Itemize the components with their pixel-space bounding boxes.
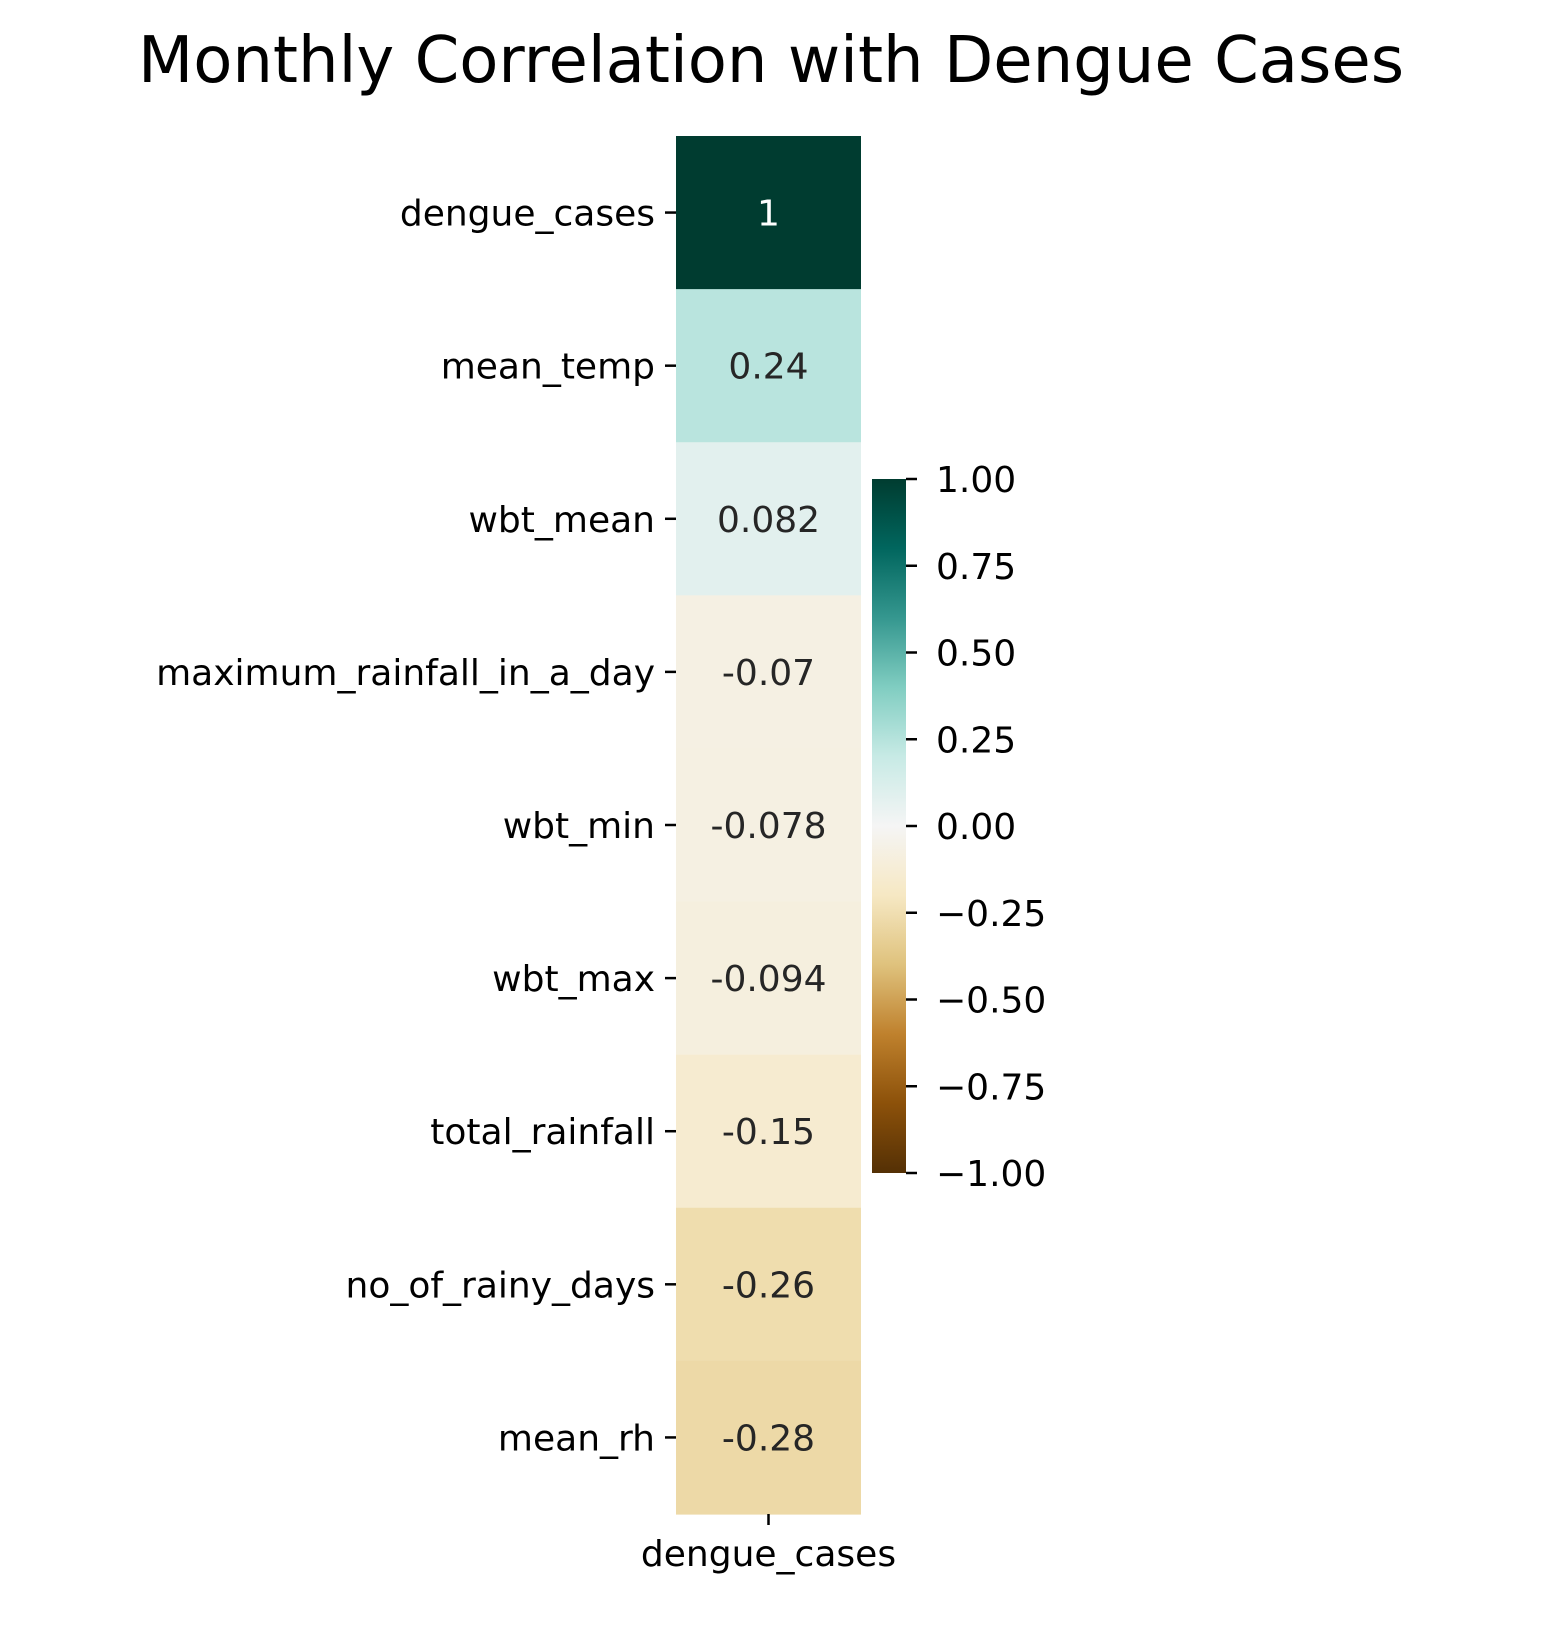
- y-tick-label: wbt_min: [503, 806, 655, 847]
- y-tick-label: maximum_rainfall_in_a_day: [156, 653, 655, 694]
- heatmap-cell: [676, 1207, 861, 1362]
- cell-annotation: -0.07: [722, 653, 815, 694]
- colorbar-tick-label: −0.75: [936, 1067, 1046, 1108]
- colorbar-tick-label: 0.50: [936, 634, 1016, 675]
- heatmap-cell: [676, 289, 861, 443]
- cell-annotation: 0.24: [728, 347, 808, 388]
- colorbar-tick-label: 0.00: [936, 807, 1016, 848]
- y-tick-label: mean_temp: [441, 347, 655, 388]
- heatmap-cell: [676, 1054, 861, 1209]
- heatmap-cell: [676, 136, 861, 290]
- chart-title: Monthly Correlation with Dengue Cases: [138, 24, 1404, 98]
- cell-annotation: -0.28: [722, 1418, 815, 1459]
- colorbar-gradient: [872, 479, 906, 1173]
- cell-annotation: -0.078: [710, 806, 826, 847]
- heatmap-cell: [676, 901, 861, 1056]
- colorbar-tick-label: −0.25: [936, 894, 1046, 935]
- y-tick-label: wbt_max: [492, 959, 655, 1000]
- heatmap-cell: [676, 748, 861, 903]
- heatmap-cell: [676, 595, 861, 750]
- colorbar-tick-label: 0.25: [936, 720, 1016, 761]
- colorbar: 1.00 0.75 0.50 0.25 0.00 −0.25 −0.50 −0.75 −1.00: [872, 460, 1046, 1195]
- heatmap-annotations: 1 0.24 0.082 -0.07 -0.078 -0.094 -0.15 -0.26 -0.…: [710, 194, 826, 1460]
- x-tick-label: dengue_cases: [641, 1534, 896, 1575]
- y-tick-label: dengue_cases: [400, 194, 655, 235]
- colorbar-tick-label: −1.00: [936, 1154, 1046, 1195]
- y-tick-label: no_of_rainy_days: [346, 1265, 656, 1306]
- heatmap-cells: [676, 136, 861, 1515]
- heatmap-cell: [676, 442, 861, 596]
- y-tick-label: total_rainfall: [430, 1112, 655, 1153]
- heatmap-cell: [676, 1360, 861, 1515]
- cell-annotation: -0.094: [710, 959, 826, 1000]
- y-axis: dengue_cases mean_temp wbt_mean maximum_rai…: [156, 194, 676, 1459]
- colorbar-tick-label: −0.50: [936, 981, 1046, 1022]
- cell-annotation: -0.26: [722, 1265, 815, 1306]
- colorbar-ticks: 1.00 0.75 0.50 0.25 0.00 −0.25 −0.50 −0.75 −1.00: [906, 460, 1046, 1195]
- y-tick-label: mean_rh: [498, 1418, 655, 1459]
- colorbar-tick-label: 1.00: [936, 460, 1016, 501]
- cell-annotation: -0.15: [722, 1112, 815, 1153]
- x-axis: dengue_cases: [641, 1514, 896, 1575]
- colorbar-tick-label: 0.75: [936, 547, 1016, 588]
- cell-annotation: 1: [757, 194, 780, 235]
- cell-annotation: 0.082: [717, 500, 820, 541]
- y-tick-label: wbt_mean: [468, 500, 655, 541]
